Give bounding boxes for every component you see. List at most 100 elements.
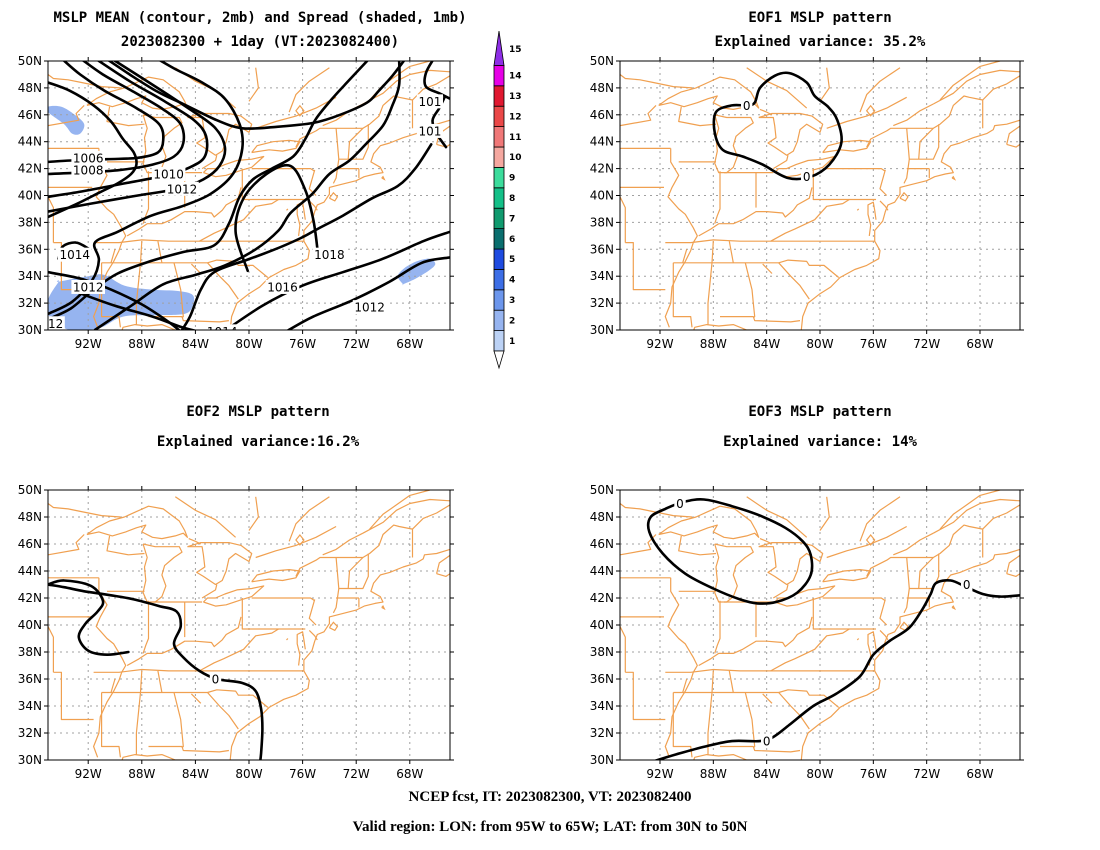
panel-eof3: 0 0 0 30N 32N 34N 36N 38N 40N 42N 44N 46N 48N 50N 92W… (590, 483, 1024, 781)
contour-label-bg (71, 150, 105, 165)
lat-label: 46N (18, 537, 42, 551)
colorbar-segment (493, 228, 505, 250)
lat-label: 40N (18, 189, 42, 203)
contour-label: 0 (212, 673, 220, 687)
boundary-line (436, 554, 450, 574)
panel1-title: MSLP MEAN (contour, 2mb) and Spread (sha… (53, 10, 467, 26)
boundary-line (714, 600, 721, 654)
contour-label: 0 (676, 497, 684, 511)
boundary-line (758, 112, 824, 156)
boundary-line (126, 187, 242, 237)
boundary-line (106, 535, 145, 556)
boundary-line (982, 75, 1020, 101)
boundary-line (672, 262, 693, 328)
lat-label: 48N (590, 81, 614, 95)
boundary-line (248, 67, 259, 102)
boundary-line (93, 239, 304, 244)
lon-label: 76W (860, 337, 887, 351)
colorbar-segment (493, 85, 505, 107)
lat-label: 48N (590, 510, 614, 524)
boundary-line (288, 67, 330, 113)
axis-labels: 30N 32N 34N 36N 38N 40N 42N 44N 46N 48N 50N 92W 88W 8… (18, 483, 454, 781)
colorbar-label: 3 (509, 296, 515, 306)
colorbar-segment (493, 105, 505, 127)
boundary-line (101, 689, 269, 708)
lat-label: 34N (590, 269, 614, 283)
boundary-line (772, 155, 789, 170)
boundary-line (903, 557, 910, 614)
colorbar-label: 14 (509, 72, 522, 82)
boundary-line (762, 263, 773, 274)
lon-label: 84W (753, 767, 780, 781)
colorbar-segment (493, 65, 505, 87)
boundary-line (286, 638, 289, 641)
lat-label: 38N (18, 215, 42, 229)
boundary-line (673, 259, 840, 278)
colorbar-label: 11 (509, 133, 522, 143)
boundary-line (110, 678, 116, 693)
boundary-line (207, 692, 239, 730)
contour-label: 1010 (153, 167, 184, 181)
lon-label: 88W (700, 337, 727, 351)
map-boundaries (48, 490, 450, 760)
boundary-line (48, 534, 85, 556)
contour-line (48, 583, 264, 760)
contour-labels: 0 0 0 (674, 496, 973, 749)
contour-label-bg (800, 169, 813, 184)
map-boundaries (48, 61, 450, 330)
contour-line (107, 61, 406, 130)
boundary-line (770, 198, 850, 242)
island-outline (381, 175, 386, 181)
boundary-line (800, 548, 1020, 760)
map-boundaries (620, 490, 1020, 760)
boundary-line (625, 242, 666, 291)
boundary-line (879, 169, 888, 196)
boundary-line (664, 577, 698, 758)
lon-label: 68W (966, 767, 993, 781)
boundary-line (93, 577, 127, 758)
boundary-line (778, 262, 810, 300)
boundary-line (288, 496, 330, 542)
boundary-line (620, 74, 693, 89)
boundary-line (296, 201, 306, 236)
island-outline (951, 605, 957, 611)
boundary-line (347, 557, 364, 589)
lat-label: 30N (18, 753, 42, 767)
boundary-line (778, 692, 810, 730)
contour-line (223, 230, 450, 330)
contour-label: 1016 (267, 280, 298, 294)
boundary-line (812, 598, 876, 630)
boundary-line (142, 543, 183, 603)
boundary-line (251, 597, 316, 602)
colorbar-label: 9 (509, 174, 515, 184)
boundary-line (148, 316, 229, 323)
lat-label: 30N (18, 323, 42, 337)
boundary-line (698, 616, 813, 667)
boundary-line (678, 106, 717, 127)
lat-label: 48N (18, 81, 42, 95)
boundary-line (665, 239, 875, 244)
boundary-line (296, 631, 306, 666)
island-outline (951, 175, 957, 181)
contour-label-bg (209, 672, 222, 686)
lat-label: 36N (18, 242, 42, 256)
colorbar-segment (493, 146, 505, 168)
boundary-line (918, 127, 934, 160)
boundary-line (673, 689, 840, 708)
boundary-line (620, 104, 657, 127)
lon-label: 92W (75, 767, 102, 781)
boundary-line (436, 125, 450, 145)
boundary-line (148, 745, 229, 753)
boundary-line (199, 628, 279, 672)
lat-label: 36N (590, 242, 614, 256)
boundary-line (620, 626, 626, 673)
colorbar-label: 12 (509, 112, 522, 122)
lat-label: 48N (18, 510, 42, 524)
boundary-line (774, 585, 836, 607)
contour-label-bg (58, 247, 92, 262)
lat-label: 50N (590, 483, 614, 497)
boundary-line (826, 525, 907, 559)
colorbar-label: 4 (509, 276, 515, 286)
axis-labels: 30N 32N 34N 36N 38N 40N 42N 44N 46N 48N 50N 92W 88W 8… (18, 54, 454, 351)
boundary-line (658, 505, 760, 540)
